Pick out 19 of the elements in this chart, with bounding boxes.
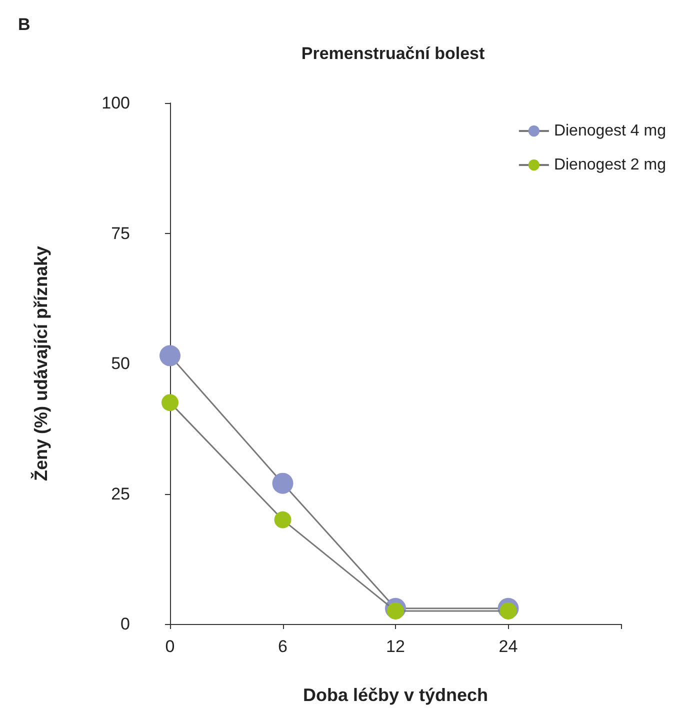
text: B <box>18 15 30 34</box>
x-axis-title: Doba léčby v týdnech <box>302 685 488 705</box>
y-tick-label: 100 <box>102 94 130 112</box>
x-tick-label: 0 <box>165 637 175 656</box>
legend-label: Dienogest 2 mg <box>554 156 666 174</box>
x-tick-label: 24 <box>498 637 518 656</box>
point <box>162 394 178 412</box>
legend-label: Dienogest 4 mg <box>554 122 666 140</box>
chart-title: Premenstruační bolest <box>301 44 485 63</box>
y-axis-title: Ženy (%) udávající příznaky <box>30 246 51 482</box>
y-tick-label: 75 <box>111 224 130 243</box>
point <box>272 472 294 494</box>
x-tick-label: 6 <box>278 637 288 656</box>
y-tick-label: 0 <box>120 614 130 634</box>
point <box>274 511 292 528</box>
y-tick-label: 50 <box>111 354 130 373</box>
y-tick-label: 25 <box>111 484 130 504</box>
x-tick-label: 12 <box>386 637 405 656</box>
point <box>160 345 180 366</box>
